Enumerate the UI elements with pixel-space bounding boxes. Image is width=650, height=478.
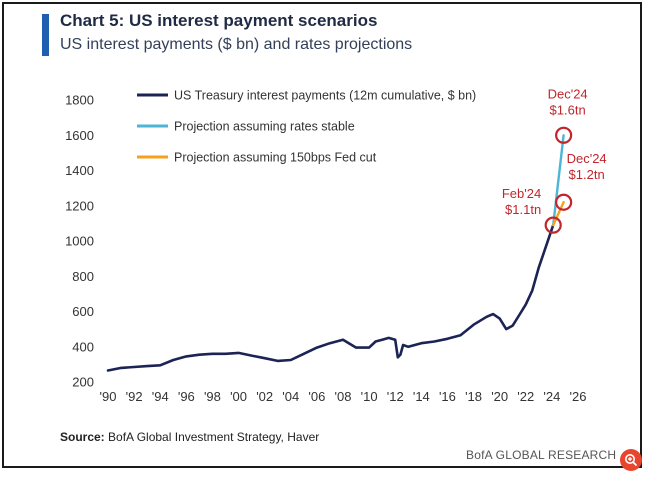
y-tick-label: 600 — [72, 304, 94, 319]
x-tick-label: '20 — [491, 389, 508, 404]
x-tick-label: '02 — [256, 389, 273, 404]
highlight-marker — [544, 216, 562, 234]
y-tick-label: 800 — [72, 269, 94, 284]
annotation-value: $1.6tn — [550, 102, 586, 117]
annotation-date: Dec'24 — [548, 86, 588, 101]
annotation-date: Feb'24 — [502, 186, 541, 201]
x-tick-label: '08 — [335, 389, 352, 404]
x-tick-label: '12 — [387, 389, 404, 404]
series-line — [552, 200, 565, 227]
source-note: Source: BofA Global Investment Strategy,… — [60, 430, 319, 444]
legend-label: Projection assuming 150bps Fed cut — [174, 151, 377, 165]
x-tick-label: '16 — [439, 389, 456, 404]
source-text: BofA Global Investment Strategy, Haver — [104, 430, 320, 444]
y-tick-label: 1200 — [65, 198, 94, 213]
y-tick-label: 400 — [72, 339, 94, 354]
x-tick-label: '00 — [230, 389, 247, 404]
y-tick-label: 200 — [72, 375, 94, 390]
annotation-value: $1.1tn — [505, 202, 541, 217]
zoom-in-button[interactable] — [620, 449, 642, 471]
research-credit: BofA GLOBAL RESEARCH — [466, 448, 617, 462]
y-tick-label: 1600 — [65, 128, 94, 143]
y-tick-label: 1800 — [65, 93, 94, 108]
legend-label: US Treasury interest payments (12m cumul… — [174, 89, 476, 103]
chart-title: Chart 5: US interest payment scenarios — [60, 11, 378, 30]
x-tick-label: '94 — [152, 389, 169, 404]
x-tick-label: '06 — [308, 389, 325, 404]
annotation-date: Dec'24 — [567, 151, 607, 166]
series-line — [552, 134, 565, 227]
y-tick-label: 1400 — [65, 163, 94, 178]
y-tick-label: 1000 — [65, 234, 94, 249]
x-tick-label: '98 — [204, 389, 221, 404]
x-tick-label: '22 — [517, 389, 534, 404]
x-tick-label: '10 — [361, 389, 378, 404]
zoom-in-icon — [625, 454, 638, 467]
series-line — [106, 223, 555, 372]
x-tick-label: '96 — [178, 389, 195, 404]
chart-subtitle: US interest payments ($ bn) and rates pr… — [60, 36, 413, 53]
x-tick-label: '92 — [126, 389, 143, 404]
source-label: Source: — [60, 430, 105, 444]
x-tick-label: '24 — [543, 389, 560, 404]
chart-frame — [2, 2, 642, 468]
title-accent-bar — [42, 14, 49, 56]
highlight-marker — [555, 193, 573, 211]
x-tick-label: '90 — [100, 389, 117, 404]
annotation-value: $1.2tn — [569, 167, 605, 182]
x-tick-label: '18 — [465, 389, 482, 404]
x-tick-label: '14 — [413, 389, 430, 404]
x-tick-label: '04 — [282, 389, 299, 404]
highlight-marker — [555, 126, 573, 144]
legend-label: Projection assuming rates stable — [174, 120, 355, 134]
x-tick-label: '26 — [570, 389, 587, 404]
